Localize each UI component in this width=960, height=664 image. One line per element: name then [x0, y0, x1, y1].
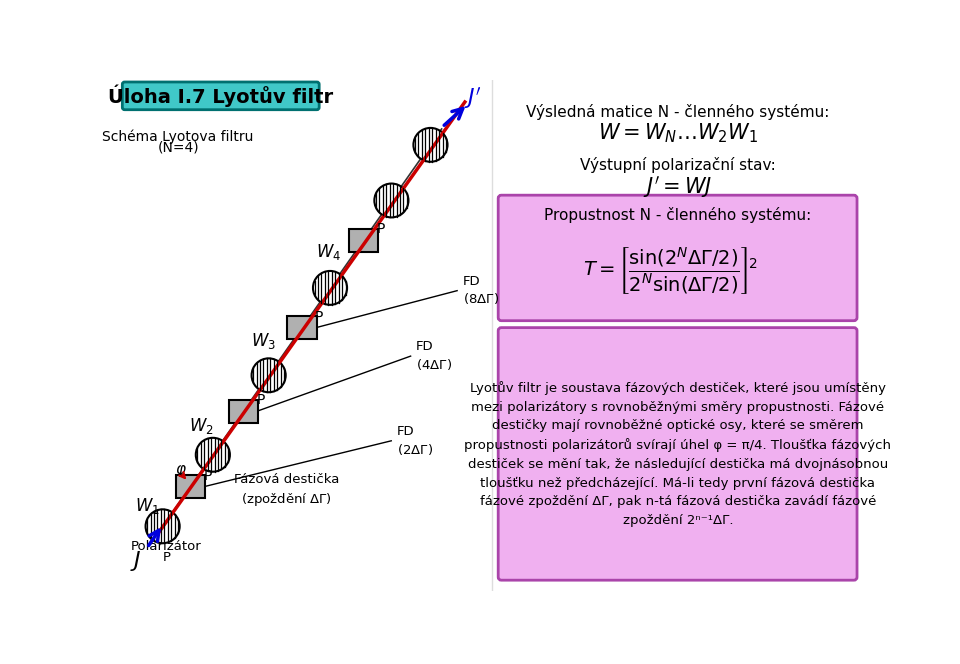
Text: $W_2$: $W_2$ [188, 416, 213, 436]
Text: Výstupní polarizační stav:: Výstupní polarizační stav: [580, 157, 776, 173]
Circle shape [313, 271, 348, 305]
FancyBboxPatch shape [498, 195, 857, 321]
Bar [228, 400, 258, 422]
Text: Schéma Lyotova filtru: Schéma Lyotova filtru [103, 129, 253, 144]
Circle shape [414, 128, 447, 162]
Text: Propustnost N - členného systému:: Propustnost N - členného systému: [544, 207, 811, 223]
Text: $W = W_N \ldots W_2 W_1$: $W = W_N \ldots W_2 W_1$ [598, 122, 758, 145]
Text: Lyotův filtr je soustava fázových destiček, které jsou umístěny
mezi polarizátor: Lyotův filtr je soustava fázových destič… [465, 381, 892, 527]
Text: $J'$: $J'$ [465, 86, 482, 112]
Bar [348, 228, 378, 252]
Circle shape [146, 509, 180, 543]
Text: Úloha I.7 Lyotův filtr: Úloha I.7 Lyotův filtr [108, 84, 333, 107]
Text: P: P [162, 550, 171, 564]
Text: P: P [376, 222, 385, 236]
Text: P: P [315, 310, 324, 324]
Text: FD
$(4 \Delta\Gamma)$: FD $(4 \Delta\Gamma)$ [416, 341, 452, 372]
Text: Polarizátor: Polarizátor [132, 540, 202, 553]
Circle shape [196, 438, 229, 471]
Text: P: P [256, 393, 265, 407]
Text: $T = \left[\dfrac{\sin\!\left(2^N \Delta\Gamma/2\right)}{2^N \sin\!\left(\Delta\: $T = \left[\dfrac{\sin\!\left(2^N \Delta… [583, 246, 757, 297]
Text: Fázová destička
$(\mathrm{zpoždění}\ \Delta\Gamma)$: Fázová destička $(\mathrm{zpoždění}\ \De… [234, 473, 339, 508]
Text: FD
$(8 \Delta\Gamma)$: FD $(8 \Delta\Gamma)$ [463, 275, 498, 307]
Text: Výsledná matice N - členného systému:: Výsledná matice N - členného systému: [526, 104, 829, 120]
Bar [287, 316, 317, 339]
FancyBboxPatch shape [498, 327, 857, 580]
Circle shape [374, 183, 408, 217]
Text: $J' = WJ$: $J' = WJ$ [643, 175, 712, 201]
Text: $W_4$: $W_4$ [316, 242, 341, 262]
FancyBboxPatch shape [122, 82, 319, 110]
Bar [176, 475, 205, 498]
Text: (N=4): (N=4) [157, 141, 199, 155]
Text: P: P [204, 469, 212, 483]
Text: $W_3$: $W_3$ [251, 331, 276, 351]
Text: $W_1$: $W_1$ [135, 496, 160, 516]
Text: FD
$(2 \Delta\Gamma)$: FD $(2 \Delta\Gamma)$ [396, 425, 433, 457]
Circle shape [252, 359, 286, 392]
Text: $J$: $J$ [130, 549, 141, 573]
Text: $\varphi$: $\varphi$ [175, 463, 186, 479]
